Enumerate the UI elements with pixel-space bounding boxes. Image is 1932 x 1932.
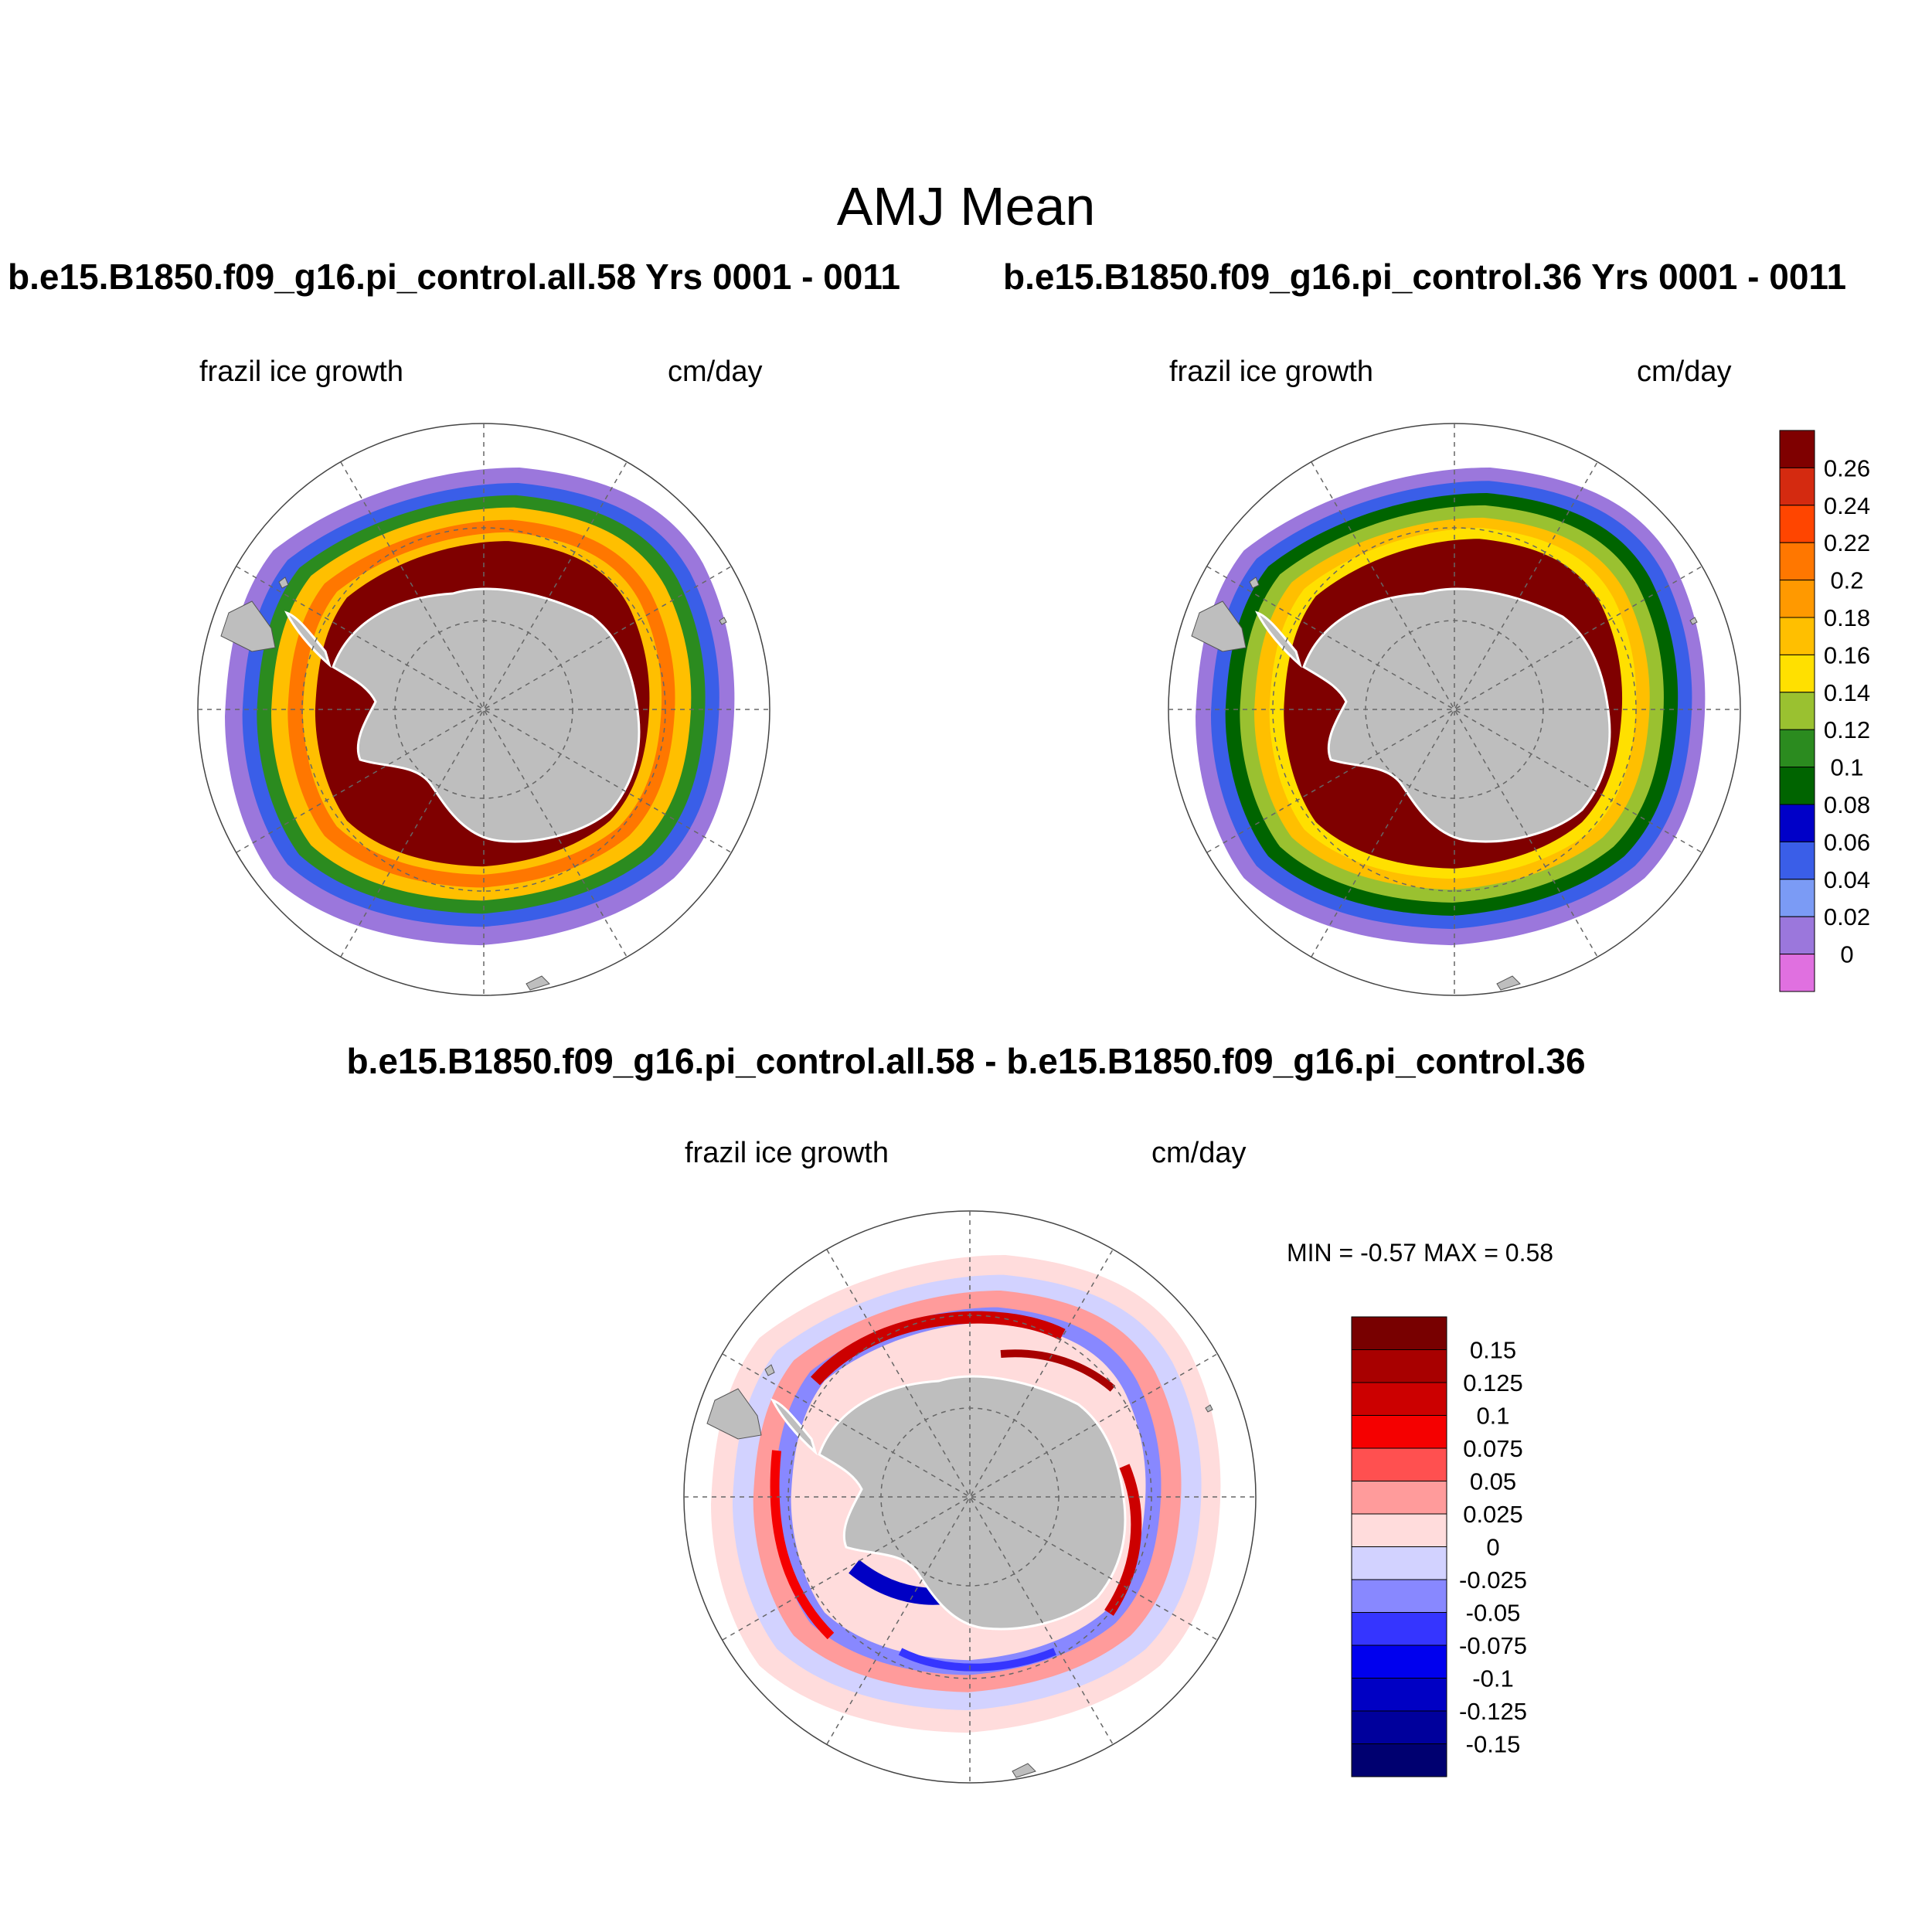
colorbar-main-label: 0.08 [1824,791,1870,818]
colorbar-diff-swatch [1351,1743,1447,1777]
colorbar-main-label: 0.16 [1824,641,1870,668]
figure-title: AMJ Mean [836,176,1096,236]
colorbar-main-label: 0.26 [1824,454,1870,481]
colorbar-diff-label: 0.05 [1470,1468,1516,1495]
colorbar-main-swatch [1779,580,1815,618]
colorbar-main-label: 0.24 [1824,492,1870,519]
panel2-map [1168,423,1741,996]
colorbar-diff-label: -0.1 [1472,1665,1513,1692]
panel3-minmax-label: MIN = -0.57 MAX = 0.58 [1287,1239,1554,1267]
colorbar-main-swatch [1779,767,1815,805]
colorbar-diff-label: -0.15 [1466,1731,1521,1758]
colorbar-main-swatch [1779,654,1815,693]
colorbar-main-swatch [1779,879,1815,917]
colorbar-main-label: 0.22 [1824,529,1870,556]
panel2-units-label: cm/day [1637,355,1732,388]
colorbar-diff-swatch [1351,1349,1447,1383]
panel1-variable-label: frazil ice growth [199,355,403,388]
colorbar-diff-label: -0.075 [1459,1632,1527,1659]
panel1-map [197,423,770,996]
panel1-units-label: cm/day [668,355,763,388]
colorbar-diff-label: 0 [1486,1534,1499,1561]
colorbar-main-label: 0.06 [1824,828,1870,855]
colorbar-diff-label: 0.025 [1463,1501,1523,1528]
panel3-title: b.e15.B1850.f09_g16.pi_control.all.58 - … [346,1041,1586,1081]
colorbar-diff-label: 0.125 [1463,1369,1523,1396]
panel2-variable-label: frazil ice growth [1169,355,1373,388]
colorbar-diff-swatch [1351,1645,1447,1679]
colorbar-main: 0.26 0.24 0.22 0.2 0.18 0.16 0.14 0.12 0.1 0.08 0.… [1779,430,1870,992]
colorbar-diff-label: -0.125 [1459,1698,1527,1725]
panel3-units-label: cm/day [1151,1137,1247,1169]
colorbar-main-swatch [1779,729,1815,768]
colorbar-diff-label: 0.075 [1463,1435,1523,1462]
colorbar-diff-swatch [1351,1678,1447,1712]
colorbar-main-swatch [1779,505,1815,543]
colorbar-main-label: 0.04 [1824,866,1870,893]
colorbar-main-label: 0.12 [1824,716,1870,743]
colorbar-main-swatch [1779,841,1815,880]
colorbar-diff-swatch [1351,1710,1447,1744]
colorbar-diff-label: 0.1 [1476,1403,1509,1430]
colorbar-main-swatch [1779,467,1815,506]
colorbar-main-swatch [1779,430,1815,468]
colorbar-diff-swatch [1351,1579,1447,1613]
colorbar-main-label: 0.02 [1824,903,1870,930]
colorbar-diff-swatch [1351,1612,1447,1646]
colorbar-diff-swatch [1351,1481,1447,1515]
colorbar-main-label: 0.18 [1824,604,1870,631]
panel3-map [683,1210,1257,1784]
colorbar-diff-swatch [1351,1546,1447,1580]
colorbar-diff-swatch [1351,1382,1447,1416]
colorbar-diff-swatch [1351,1415,1447,1449]
colorbar-diff-swatch [1351,1513,1447,1547]
colorbar-main-label: 0.2 [1830,567,1863,594]
colorbar-diff-swatch [1351,1316,1447,1350]
colorbar-diff-label: -0.05 [1466,1600,1521,1627]
colorbar-diff-swatch [1351,1447,1447,1481]
colorbar-diff-label: 0.15 [1470,1337,1516,1364]
panel3-variable-label: frazil ice growth [685,1137,889,1169]
colorbar-main-label: 0 [1840,941,1853,968]
panel2-title: b.e15.B1850.f09_g16.pi_control.36 Yrs 00… [1003,257,1847,297]
colorbar-main-swatch [1779,804,1815,842]
colorbar-main-swatch [1779,692,1815,730]
colorbar-main-swatch [1779,954,1815,992]
colorbar-diff-label: -0.025 [1459,1566,1527,1594]
colorbar-main-swatch [1779,617,1815,655]
panel1-title: b.e15.B1850.f09_g16.pi_control.all.58 Yr… [8,257,900,297]
colorbar-main-label: 0.1 [1830,754,1863,781]
colorbar-main-label: 0.14 [1824,679,1870,706]
colorbar-diff: 0.15 0.125 0.1 0.075 0.05 0.025 0 -0.025 -0.05 -0… [1351,1316,1527,1777]
colorbar-main-swatch [1779,542,1815,581]
colorbar-main-swatch [1779,916,1815,955]
